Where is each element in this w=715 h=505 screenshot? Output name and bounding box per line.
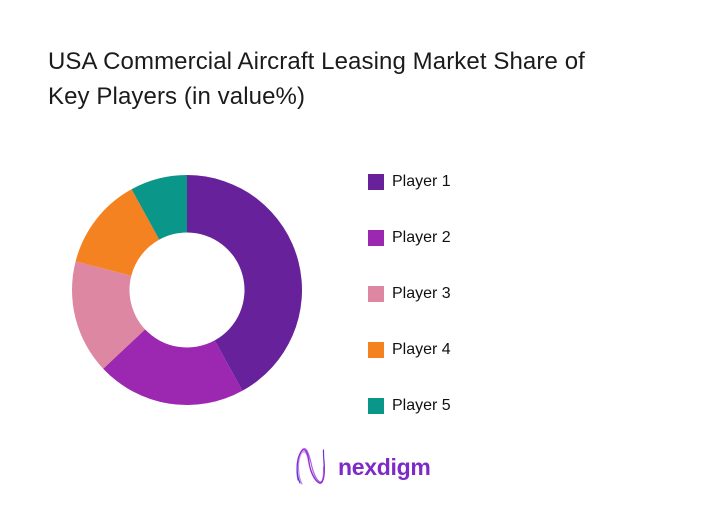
donut-chart-area	[72, 175, 302, 405]
chart-title-line-1: USA Commercial Aircraft Leasing Market S…	[48, 48, 585, 75]
legend-item-player-2: Player 2	[368, 229, 451, 246]
brand-name: nexdigm	[338, 453, 431, 480]
legend-swatch	[368, 342, 384, 358]
brand-footer: nexdigm	[294, 445, 431, 489]
donut-slice-player-2	[103, 329, 243, 405]
legend-item-player-5: Player 5	[368, 397, 451, 414]
legend-swatch	[368, 398, 384, 414]
donut-slice-player-5	[131, 175, 187, 240]
legend-item-label: Player 4	[392, 341, 451, 358]
donut-chart	[72, 175, 302, 405]
legend-item-label: Player 3	[392, 285, 451, 302]
chart-title: USA Commercial Aircraft Leasing Market S…	[48, 44, 585, 114]
legend-swatch	[368, 230, 384, 246]
nexdigm-logo-icon	[296, 448, 325, 485]
legend-item-player-3: Player 3	[368, 285, 451, 302]
legend-item-player-1: Player 1	[368, 173, 451, 190]
legend-item-player-4: Player 4	[368, 341, 451, 358]
donut-slice-player-3	[72, 261, 146, 369]
legend-swatch	[368, 286, 384, 302]
donut-slice-player-1	[187, 175, 302, 391]
legend-swatch	[368, 174, 384, 190]
legend-item-label: Player 2	[392, 229, 451, 246]
legend-item-label: Player 5	[392, 397, 451, 414]
chart-legend: Player 1 Player 2 Player 3 Player 4 Player 5	[368, 173, 451, 414]
chart-title-line-2: Key Players (in value%)	[48, 83, 306, 110]
legend-item-label: Player 1	[392, 173, 451, 190]
donut-slice-player-4	[75, 189, 160, 276]
